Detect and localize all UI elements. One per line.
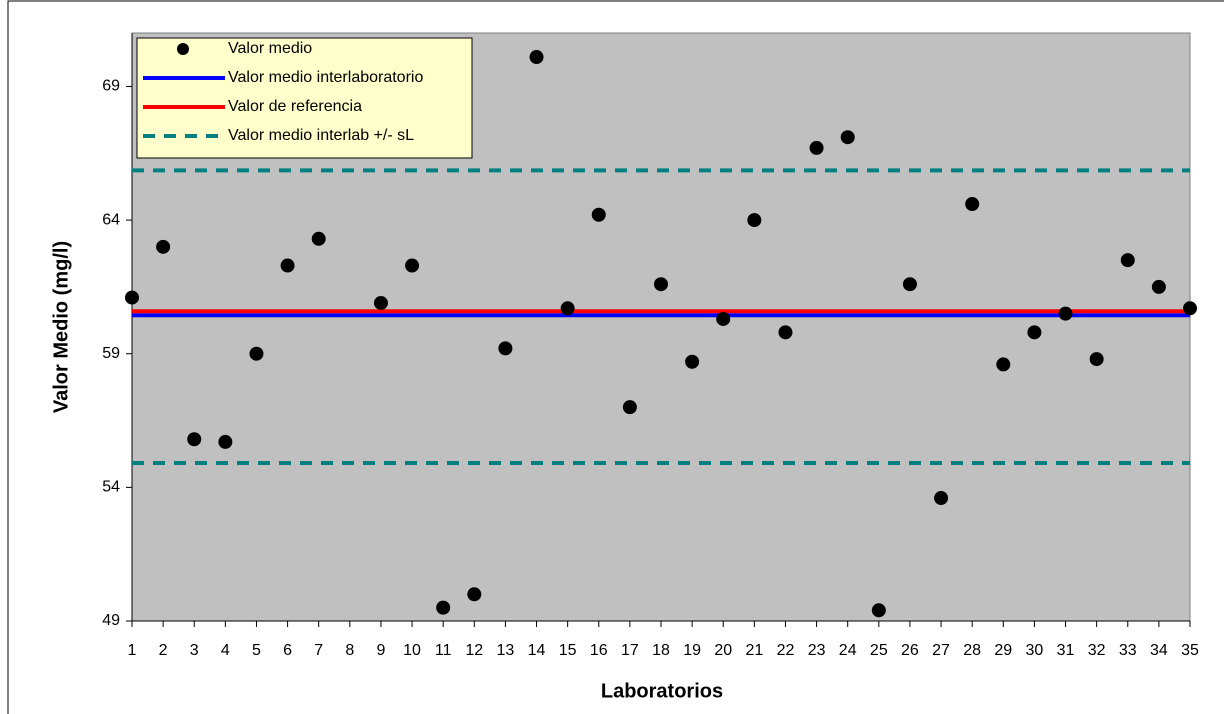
x-tick-label: 31 bbox=[1057, 642, 1075, 659]
data-point bbox=[249, 346, 264, 361]
x-tick-label: 20 bbox=[714, 642, 732, 659]
x-tick-label: 1 bbox=[128, 642, 137, 659]
x-tick-label: 6 bbox=[283, 642, 292, 659]
data-point bbox=[560, 301, 575, 316]
data-point bbox=[156, 239, 171, 254]
x-tick-label: 27 bbox=[932, 642, 950, 659]
x-tick-label: 3 bbox=[190, 642, 199, 659]
data-point bbox=[1120, 253, 1135, 268]
data-point bbox=[311, 231, 326, 246]
x-tick-label: 13 bbox=[497, 642, 515, 659]
x-tick-label: 26 bbox=[901, 642, 919, 659]
x-tick-label: 23 bbox=[808, 642, 826, 659]
y-tick-label: 54 bbox=[102, 479, 120, 496]
x-tick-label: 18 bbox=[652, 642, 670, 659]
legend-label: Valor medio bbox=[228, 40, 312, 57]
x-tick-label: 5 bbox=[252, 642, 261, 659]
x-tick-label: 11 bbox=[435, 642, 452, 659]
y-tick-label: 59 bbox=[102, 345, 120, 362]
x-tick-label: 15 bbox=[559, 642, 577, 659]
x-tick-label: 30 bbox=[1026, 642, 1044, 659]
data-point bbox=[529, 50, 544, 65]
legend-label: Valor de referencia bbox=[228, 98, 362, 115]
x-tick-label: 33 bbox=[1119, 642, 1137, 659]
data-point bbox=[125, 290, 139, 305]
x-tick-label: 9 bbox=[376, 642, 385, 659]
data-point bbox=[1089, 352, 1104, 367]
legend: Valor medio Valor medio interlaboratorio V… bbox=[136, 37, 473, 159]
x-tick-label: 32 bbox=[1088, 642, 1106, 659]
x-tick-label: 17 bbox=[621, 642, 639, 659]
data-point bbox=[685, 354, 700, 369]
data-point bbox=[622, 400, 637, 415]
data-point bbox=[373, 295, 388, 310]
data-point bbox=[591, 207, 606, 222]
legend-label: Valor medio interlab +/- sL bbox=[228, 127, 414, 144]
x-tick-label: 34 bbox=[1150, 642, 1168, 659]
legend-marker bbox=[177, 43, 189, 55]
x-tick-label: 16 bbox=[590, 642, 608, 659]
frame bbox=[7, 0, 1224, 714]
x-tick-label: 35 bbox=[1181, 642, 1199, 659]
x-tick-label: 2 bbox=[159, 642, 168, 659]
x-tick-label: 12 bbox=[465, 642, 483, 659]
data-point bbox=[809, 140, 824, 155]
x-tick-label: 7 bbox=[314, 642, 323, 659]
data-point bbox=[778, 325, 793, 340]
x-tick-label: 22 bbox=[777, 642, 795, 659]
data-point bbox=[405, 258, 420, 273]
y-tick-label: 69 bbox=[102, 78, 120, 95]
data-point bbox=[467, 587, 482, 602]
y-axis-label: Valor Medio (mg/l) bbox=[50, 241, 72, 413]
y-tick-label: 64 bbox=[102, 211, 120, 228]
data-point bbox=[436, 600, 451, 615]
data-point bbox=[747, 213, 762, 228]
x-tick-label: 29 bbox=[994, 642, 1012, 659]
data-point bbox=[840, 130, 855, 145]
x-tick-label: 4 bbox=[221, 642, 230, 659]
x-tick-label: 10 bbox=[403, 642, 421, 659]
data-point bbox=[498, 341, 513, 356]
x-tick-label: 19 bbox=[683, 642, 701, 659]
data-point bbox=[716, 311, 731, 326]
data-point bbox=[218, 434, 233, 449]
x-axis-label: Laboratorios bbox=[601, 680, 723, 702]
legend-label: Valor medio interlaboratorio bbox=[228, 69, 423, 86]
data-point bbox=[1183, 301, 1197, 316]
x-tick-label: 21 bbox=[745, 642, 763, 659]
x-tick-label: 24 bbox=[839, 642, 857, 659]
data-point bbox=[902, 277, 917, 292]
x-tick-label: 14 bbox=[528, 642, 546, 659]
x-tick-label: 25 bbox=[870, 642, 888, 659]
data-point bbox=[654, 277, 668, 292]
data-point bbox=[1027, 325, 1042, 340]
x-tick-label: 28 bbox=[963, 642, 981, 659]
data-point bbox=[871, 603, 886, 618]
y-tick-label: 49 bbox=[102, 612, 120, 629]
data-point bbox=[965, 197, 980, 212]
x-tick-label: 8 bbox=[345, 642, 354, 659]
data-point bbox=[1151, 279, 1166, 294]
data-point bbox=[996, 357, 1011, 372]
data-point bbox=[280, 258, 295, 273]
data-point bbox=[187, 432, 202, 447]
data-point bbox=[1058, 306, 1073, 321]
data-point bbox=[934, 491, 949, 506]
